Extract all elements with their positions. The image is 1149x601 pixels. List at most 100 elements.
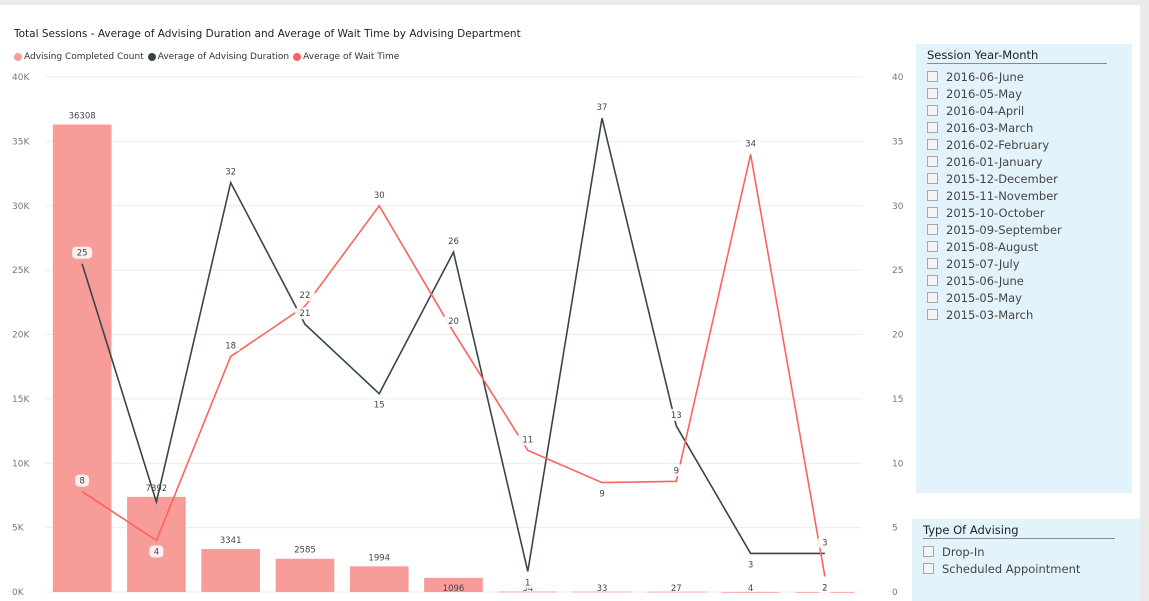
slicer-option[interactable]: 2015-11-November: [927, 187, 1062, 204]
data-label-background: [75, 474, 90, 487]
combo-chart[interactable]: Total Sessions - Average of Advising Dur…: [0, 5, 905, 601]
slicer-option[interactable]: Scheduled Appointment: [923, 560, 1080, 577]
slicer-option-list: 2016-06-June 2016-05-May 2016-04-April 2016…: [927, 68, 1062, 323]
data-label-background: [220, 165, 241, 178]
data-label-background: [443, 314, 464, 327]
y-left-tick-label: 20K: [12, 331, 30, 341]
checkbox[interactable]: [927, 241, 938, 252]
y-left-tick-label: 0K: [12, 588, 25, 598]
type-of-advising-slicer: Type Of Advising Drop-In Scheduled Appoin…: [912, 519, 1140, 601]
data-label-background: [666, 408, 687, 421]
checkbox[interactable]: [927, 156, 938, 167]
slicer-option-label: 2015-07-July: [946, 256, 1020, 271]
slicer-title: Type Of Advising: [923, 523, 1115, 539]
slicer-option[interactable]: 2015-06-June: [927, 272, 1062, 289]
line-data-label: 15: [374, 401, 385, 411]
slicer-option[interactable]: 2015-09-September: [927, 221, 1062, 238]
bar: [52, 124, 112, 593]
bar-data-label: 7392: [146, 484, 168, 494]
checkbox[interactable]: [927, 88, 938, 99]
data-label-background: [595, 487, 610, 500]
y-left-tick-label: 35K: [12, 137, 30, 147]
checkbox[interactable]: [927, 173, 938, 184]
slicer-option[interactable]: 2016-05-May: [927, 85, 1062, 102]
series-line: [81, 154, 826, 577]
data-label-background: [149, 545, 164, 558]
slicer-option[interactable]: 2015-07-July: [927, 255, 1062, 272]
slicer-option[interactable]: 2015-05-May: [927, 289, 1062, 306]
slicer-option[interactable]: 2016-02-February: [927, 136, 1062, 153]
slicer-option[interactable]: 2015-08-August: [927, 238, 1062, 255]
slicer-option[interactable]: Drop-In: [923, 543, 1080, 560]
legend-item[interactable]: Average of Wait Time: [293, 52, 399, 62]
slicer-option-label: 2016-05-May: [946, 86, 1022, 101]
slicer-option[interactable]: 2015-12-December: [927, 170, 1062, 187]
bar: [646, 591, 706, 593]
report-canvas: Total Sessions - Average of Advising Dur…: [0, 5, 1140, 601]
data-label-background: [220, 339, 241, 352]
slicer-option-label: 2015-10-October: [946, 205, 1045, 220]
checkbox[interactable]: [927, 258, 938, 269]
checkbox[interactable]: [927, 139, 938, 150]
data-label-background: [817, 536, 832, 549]
legend-swatch: [293, 53, 302, 61]
bar-data-label: 34: [522, 584, 533, 594]
chart-title: Total Sessions - Average of Advising Dur…: [14, 28, 521, 40]
data-label-background: [517, 433, 538, 446]
line-data-label: 20: [448, 317, 459, 327]
session-year-month-slicer: Session Year-Month 2016-06-June 2016-05-M…: [916, 44, 1132, 493]
bar-data-label: 33: [597, 584, 608, 594]
checkbox[interactable]: [927, 190, 938, 201]
bar: [127, 496, 186, 592]
chart-plot-area[interactable]: 0K 5K 10K 15K 20K 25K 30K 35K 40K 0 5 10 15 20 25 30 35 4…: [0, 5, 905, 601]
slicer-option-label: Scheduled Appointment: [942, 561, 1081, 576]
series-line: [81, 118, 825, 572]
data-label-background: [817, 581, 832, 594]
slicer-option[interactable]: 2016-03-March: [927, 119, 1062, 136]
slicer-option[interactable]: 2016-04-April: [927, 102, 1062, 119]
checkbox[interactable]: [927, 292, 938, 303]
checkbox[interactable]: [923, 563, 934, 574]
slicer-option-label: 2016-01-January: [946, 154, 1043, 169]
y-right-tick-label: 15: [892, 395, 903, 405]
bar: [572, 591, 632, 593]
checkbox[interactable]: [927, 224, 938, 235]
legend-item[interactable]: Advising Completed Count: [14, 52, 144, 62]
y-left-tick-label: 25K: [12, 266, 30, 276]
slicer-option-list: Drop-In Scheduled Appointment: [923, 543, 1080, 577]
slicer-option-label: 2015-12-December: [946, 171, 1058, 186]
bar-data-label: 1096: [443, 584, 465, 594]
y-right-tick-label: 20: [892, 331, 904, 341]
checkbox[interactable]: [927, 207, 938, 218]
y-right-tick-label: 5: [892, 524, 898, 534]
checkbox[interactable]: [927, 105, 938, 116]
checkbox[interactable]: [927, 122, 938, 133]
data-label-background: [72, 246, 93, 259]
data-label-background: [369, 188, 390, 201]
line-data-label: 32: [225, 168, 236, 178]
chart-legend: Advising Completed Count Average of Advis…: [14, 52, 403, 62]
slicer-option-label: 2015-03-March: [946, 307, 1034, 322]
y-right-tick-label: 30: [892, 202, 904, 212]
line-data-label: 11: [522, 435, 533, 445]
checkbox[interactable]: [923, 546, 934, 557]
data-label-background: [520, 576, 535, 589]
slicer-option[interactable]: 2016-06-June: [927, 68, 1062, 85]
checkbox[interactable]: [927, 71, 938, 82]
legend-item[interactable]: Average of Advising Duration: [147, 52, 289, 62]
slicer-option[interactable]: 2015-03-March: [927, 306, 1062, 323]
slicer-option-label: 2016-03-March: [946, 120, 1034, 135]
line-data-label: 8: [79, 477, 84, 487]
checkbox[interactable]: [927, 275, 938, 286]
slicer-option[interactable]: 2016-01-January: [927, 153, 1062, 170]
slicer-option[interactable]: 2015-10-October: [927, 204, 1062, 221]
data-label-background: [743, 558, 758, 571]
legend-label: Average of Wait Time: [303, 52, 400, 62]
y-right-tick-label: 35: [892, 137, 903, 147]
bar-data-label: 2585: [294, 546, 316, 556]
checkbox[interactable]: [927, 309, 938, 320]
line-data-label: 34: [745, 139, 756, 149]
line-data-label: 25: [77, 249, 88, 259]
data-label-background: [669, 464, 684, 477]
slicer-option-label: 2015-05-May: [946, 290, 1022, 305]
